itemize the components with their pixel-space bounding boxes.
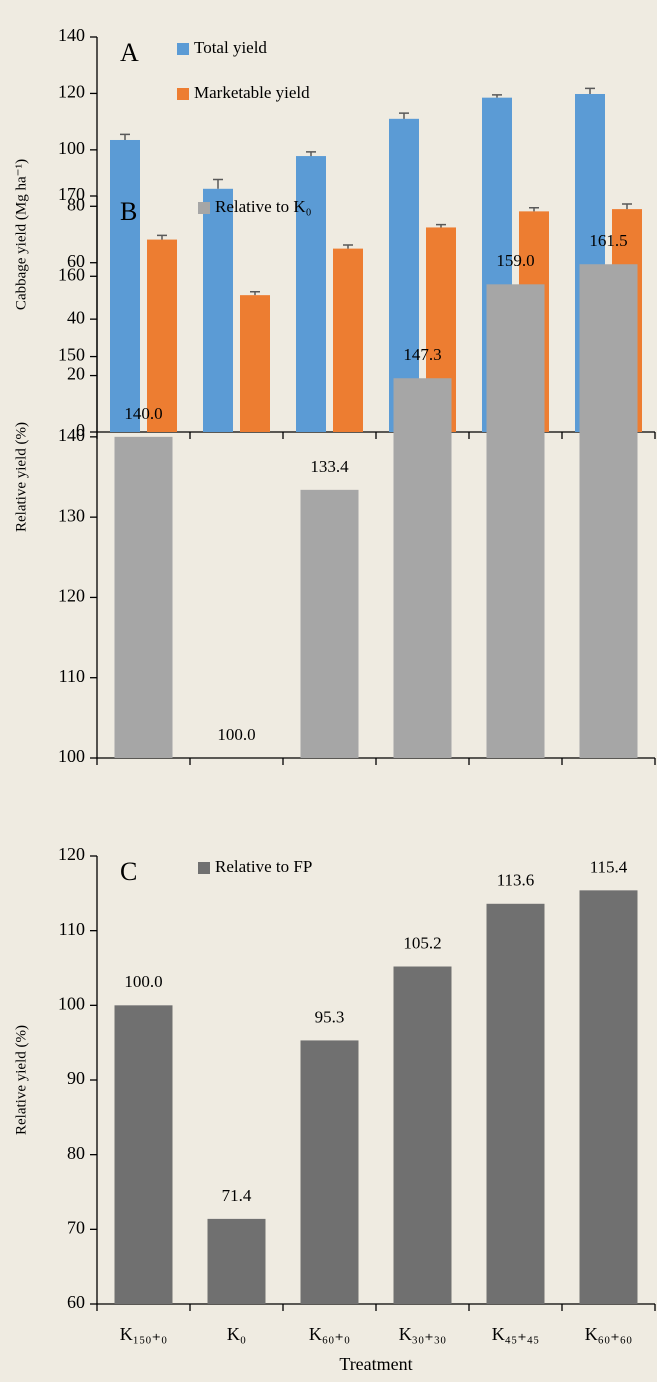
bar: [393, 966, 452, 1304]
y-tick-label: 160: [58, 264, 85, 284]
error-bar: [492, 94, 502, 98]
y-tick-label: 60: [67, 251, 85, 271]
bar: [486, 284, 545, 758]
legend-label: Relative to FP: [215, 857, 312, 876]
panel-letter: A: [120, 38, 139, 67]
bar: [393, 378, 452, 758]
y-tick-label: 80: [67, 1143, 85, 1163]
y-tick-label: 90: [67, 1068, 85, 1088]
bar: [207, 1218, 266, 1304]
value-label: 71.4: [222, 1186, 252, 1205]
x-tick-label: K₀: [227, 1324, 246, 1344]
error-bar: [529, 206, 539, 212]
value-label: 95.3: [315, 1007, 345, 1026]
y-tick-label: 60: [67, 1292, 85, 1312]
error-bar: [306, 151, 316, 157]
bar: [147, 239, 177, 432]
x-tick-label: K₆₀₊₀: [309, 1324, 350, 1344]
y-tick-label: 70: [67, 1217, 85, 1237]
y-tick-label: 140: [58, 425, 85, 445]
value-label: 115.4: [590, 857, 628, 876]
bar: [114, 1005, 173, 1304]
y-tick-label: 150: [58, 345, 85, 365]
bar: [300, 489, 359, 758]
value-label: 159.0: [496, 251, 534, 270]
legend-swatch: [177, 43, 189, 55]
y-tick-label: 170: [58, 184, 85, 204]
y-tick-label: 140: [58, 25, 85, 45]
x-tick-label: K₄₅₊₄₅: [492, 1324, 540, 1344]
panel-letter: C: [120, 857, 137, 886]
value-label: 133.4: [310, 457, 349, 476]
legend-label: Total yield: [194, 38, 267, 57]
value-label: 113.6: [497, 871, 535, 890]
y-tick-label: 130: [58, 505, 85, 525]
bar: [579, 264, 638, 758]
bar: [240, 295, 270, 432]
legend-label: Marketable yield: [194, 83, 310, 102]
y-tick-label: 100: [58, 746, 85, 766]
x-axis-label: Treatment: [339, 1354, 412, 1374]
x-tick-label: K₃₀₊₃₀: [399, 1324, 447, 1344]
bar: [486, 903, 545, 1304]
legend-swatch: [198, 862, 210, 874]
legend-swatch: [177, 88, 189, 100]
x-tick-label: K₁₅₀₊₀: [120, 1324, 168, 1344]
error-bar: [436, 223, 446, 228]
y-tick-label: 20: [67, 364, 85, 384]
y-tick-label: 110: [59, 666, 85, 686]
error-bar: [250, 291, 260, 296]
error-bar: [343, 244, 353, 249]
y-axis-label: Relative yield (%): [13, 1025, 29, 1135]
y-tick-label: 120: [58, 82, 85, 102]
y-tick-label: 110: [59, 919, 85, 939]
error-bar: [399, 112, 409, 119]
bar: [203, 188, 233, 432]
error-bar: [585, 87, 595, 94]
bar: [300, 1040, 359, 1304]
y-tick-label: 0: [76, 420, 85, 440]
bar: [579, 890, 638, 1304]
value-label: 161.5: [589, 231, 627, 250]
y-tick-label: 40: [67, 307, 85, 327]
y-tick-label: 120: [58, 844, 85, 864]
error-bar: [157, 234, 167, 240]
error-bar: [120, 133, 130, 140]
error-bar: [622, 203, 632, 210]
value-label: 147.3: [403, 345, 441, 364]
value-label: 100.0: [124, 972, 162, 991]
y-tick-label: 120: [58, 586, 85, 606]
y-tick-label: 100: [58, 993, 85, 1013]
bar: [333, 248, 363, 432]
error-bar: [213, 178, 223, 189]
y-tick-label: 100: [58, 138, 85, 158]
y-tick-label: 80: [67, 194, 85, 214]
legend-swatch: [198, 202, 210, 214]
bar: [114, 436, 173, 758]
bar: [110, 139, 140, 432]
value-label: 140.0: [124, 404, 162, 423]
x-tick-label: K₆₀₊₆₀: [585, 1324, 633, 1344]
value-label: 105.2: [403, 933, 441, 952]
panel-letter: B: [120, 197, 137, 226]
value-label: 100.0: [217, 725, 255, 744]
bar: [296, 156, 326, 433]
y-axis-label: Relative yield (%): [13, 422, 29, 532]
y-axis-label: Cabbage yield (Mg ha⁻¹): [13, 159, 29, 310]
legend-label: Relative to K₀: [215, 197, 312, 216]
